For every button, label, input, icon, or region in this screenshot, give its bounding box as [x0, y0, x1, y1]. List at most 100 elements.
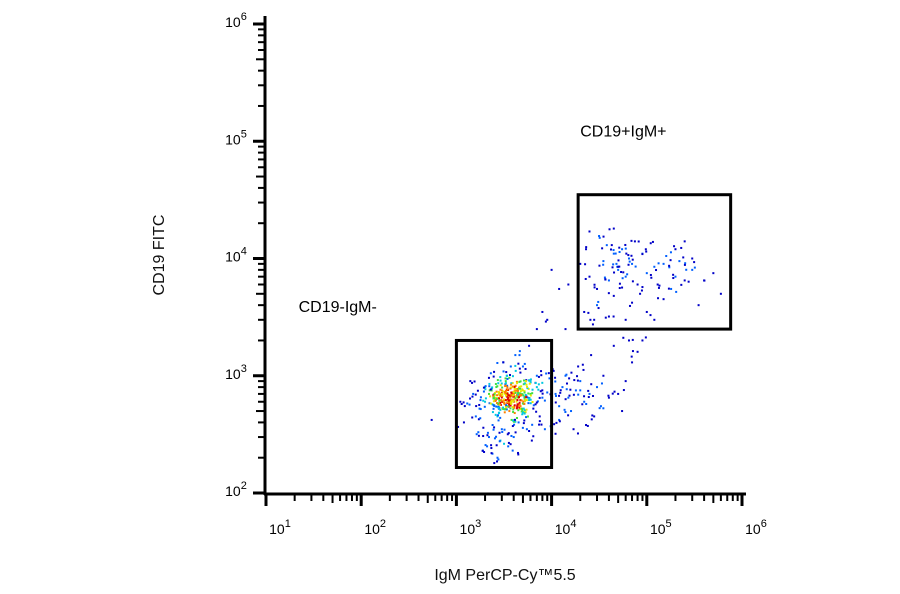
data-point: [665, 255, 668, 258]
data-point: [517, 421, 520, 424]
data-point: [579, 262, 582, 265]
data-point: [617, 268, 620, 271]
data-point: [513, 404, 516, 407]
data-point: [620, 271, 623, 274]
data-point: [528, 397, 531, 400]
data-point: [683, 279, 686, 282]
data-point: [667, 287, 670, 290]
data-point: [505, 404, 508, 407]
data-point: [627, 263, 630, 266]
data-point: [493, 462, 496, 465]
data-point: [514, 369, 517, 372]
data-point: [514, 391, 517, 394]
data-point: [521, 388, 524, 391]
data-point: [574, 389, 577, 392]
data-point: [516, 387, 519, 390]
data-point: [554, 376, 557, 379]
data-point: [645, 250, 648, 253]
data-point: [621, 286, 624, 289]
data-point: [497, 382, 500, 385]
data-point: [479, 408, 482, 411]
data-point: [512, 436, 515, 439]
data-point: [479, 399, 482, 402]
data-point: [507, 445, 510, 448]
data-point: [552, 369, 555, 372]
data-point: [541, 310, 544, 313]
data-point: [529, 380, 532, 383]
data-point: [612, 263, 615, 266]
data-point: [523, 409, 526, 412]
data-point: [697, 304, 700, 307]
data-point: [535, 374, 538, 377]
data-point: [622, 389, 625, 392]
data-point: [498, 403, 501, 406]
data-point: [651, 240, 654, 243]
data-point: [459, 400, 462, 403]
y-tick-label: 102: [225, 480, 247, 499]
data-point: [541, 381, 544, 384]
data-point: [510, 434, 513, 437]
data-point: [528, 344, 531, 347]
data-point: [482, 399, 485, 402]
data-point: [630, 254, 633, 257]
data-point: [649, 242, 652, 245]
data-point: [607, 396, 610, 399]
data-point: [639, 292, 642, 295]
data-point: [506, 377, 509, 380]
data-point: [512, 419, 515, 422]
data-point: [631, 258, 634, 261]
data-point: [517, 392, 520, 395]
data-point: [518, 385, 521, 388]
data-point: [618, 265, 621, 268]
data-point: [497, 390, 500, 393]
data-point: [511, 375, 514, 378]
data-point: [593, 283, 596, 286]
data-point: [558, 405, 561, 408]
data-point: [534, 382, 537, 385]
data-point: [477, 431, 480, 434]
data-point: [537, 388, 540, 391]
data-point: [494, 399, 497, 402]
data-point: [511, 382, 514, 385]
data-point: [649, 314, 652, 317]
data-point: [509, 404, 512, 407]
data-point: [640, 289, 643, 292]
data-point: [512, 400, 515, 403]
data-point: [547, 372, 550, 375]
data-point: [528, 379, 531, 382]
data-point: [471, 416, 474, 419]
data-point: [536, 400, 539, 403]
data-point: [505, 406, 508, 409]
data-point: [590, 418, 593, 421]
data-point: [568, 394, 571, 397]
data-point: [570, 410, 573, 413]
data-point: [529, 398, 532, 401]
data-point: [584, 263, 587, 266]
data-point: [610, 244, 613, 247]
data-point: [540, 374, 543, 377]
data-point: [687, 280, 690, 283]
data-point: [538, 423, 541, 426]
data-point: [535, 386, 538, 389]
data-point: [513, 406, 516, 409]
data-point: [567, 414, 570, 417]
data-point: [525, 428, 528, 431]
data-point: [482, 435, 485, 438]
data-point: [567, 396, 570, 399]
data-point: [523, 412, 526, 415]
data-point: [504, 389, 507, 392]
data-point: [522, 379, 525, 382]
data-point: [507, 396, 510, 399]
data-point: [502, 408, 505, 411]
data-point: [591, 414, 594, 417]
data-point: [496, 379, 499, 382]
data-point: [624, 380, 627, 383]
gate-label: CD19+IgM+: [580, 123, 666, 140]
upper-gate: [576, 193, 733, 331]
data-point: [527, 392, 530, 395]
y-tick-label: 105: [225, 128, 247, 147]
data-point: [593, 318, 596, 321]
data-point: [498, 399, 501, 402]
data-point: [514, 384, 517, 387]
data-point: [526, 387, 529, 390]
